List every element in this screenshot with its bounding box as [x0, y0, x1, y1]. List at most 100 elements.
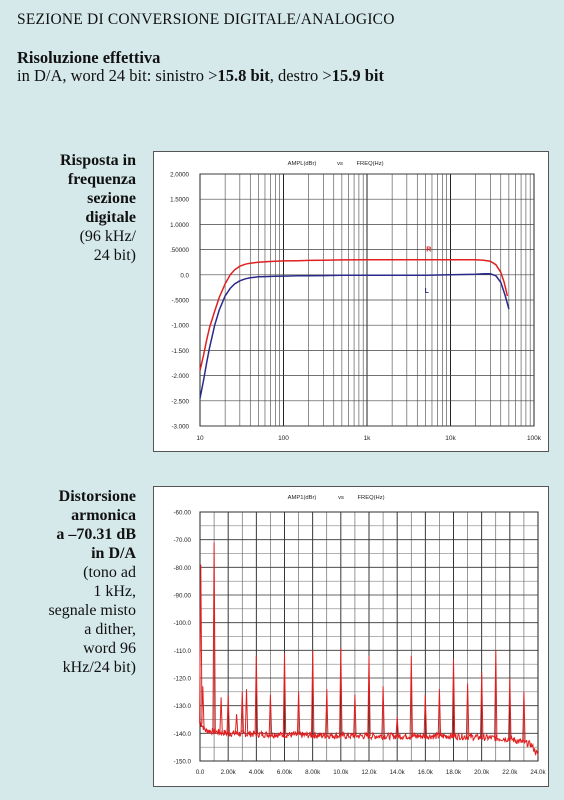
harmonic-peak	[508, 677, 512, 739]
x-tick-label: 1k	[364, 435, 372, 442]
y-tick-label: -2.500	[171, 398, 189, 405]
x-tick-label: 12.0k	[361, 769, 377, 776]
series-label-L: L	[425, 288, 430, 295]
caption-line: word 96	[83, 640, 136, 657]
harmonic-peak	[219, 697, 223, 733]
x-tick-label: 8.00k	[305, 769, 321, 776]
y-tick-label: -60.00	[173, 510, 191, 517]
noise-floor-line	[199, 721, 539, 757]
y-tick-label: -110.0	[174, 648, 192, 655]
resolution-title: Risoluzione effettiva	[17, 48, 161, 67]
resolution-text: in D/A, word 24 bit: sinistro >15.8 bit,…	[17, 66, 384, 86]
caption-harmonic-distortion: Distorsione armonica a –70.31 dB in D/A …	[15, 487, 136, 677]
section-title: SEZIONE DI CONVERSIONE DIGITALE/ANALOGIC…	[17, 11, 395, 28]
resolution-prefix: in D/A, word 24 bit: sinistro >	[17, 66, 218, 85]
x-tick-label: 10k	[445, 435, 456, 442]
y-tick-label: -80.00	[173, 565, 191, 572]
series-label-R: R	[426, 247, 431, 254]
harmonic-peak	[339, 647, 343, 736]
harmonic-peak	[522, 691, 526, 743]
caption-line: frequenza	[67, 171, 136, 188]
y-tick-label: -90.00	[173, 593, 191, 600]
y-tick-label: -70.00	[173, 537, 191, 544]
harmonic-peak	[268, 694, 273, 735]
harmonic-peak	[423, 694, 427, 737]
x-tick-label: 2.00k	[221, 769, 237, 776]
x-tick-label: 20.0k	[474, 769, 490, 776]
x-tick-label: 6.00k	[277, 769, 293, 776]
x-tick-label: 16.0k	[418, 769, 434, 776]
harmonic-peak	[381, 686, 385, 737]
series-line-R	[199, 258, 509, 371]
y-tick-label: 1.5000	[170, 197, 189, 204]
harmonic-peak	[226, 694, 230, 734]
chart-header-vs: vs	[337, 161, 343, 167]
harmonic-peak	[199, 564, 203, 724]
chart-header-x-label: FREQ(Hz)	[357, 495, 384, 501]
harmonic-peak	[254, 655, 258, 735]
caption-line: segnale misto	[48, 602, 136, 619]
harmonic-peak	[367, 655, 371, 737]
harmonic-peak	[325, 689, 329, 736]
y-tick-label: -.5000	[171, 298, 189, 305]
x-tick-label: 100	[278, 435, 289, 442]
harmonic-peak	[494, 650, 498, 739]
y-tick-label: -140.0	[173, 731, 191, 738]
harmonic-peak	[311, 650, 315, 736]
y-tick-label: -2.000	[171, 373, 189, 380]
harmonic-peak	[282, 653, 287, 735]
x-tick-label: 0.0	[196, 769, 205, 776]
resolution-middle: , destro >	[269, 66, 332, 85]
y-tick-label: -100.0	[173, 620, 191, 627]
x-tick-label: 10	[196, 435, 204, 442]
caption-line: Distorsione	[58, 488, 136, 505]
x-tick-label: 100k	[527, 435, 542, 442]
y-tick-label: .50000	[170, 247, 189, 254]
y-tick-label: 1.0000	[170, 222, 189, 229]
harmonic-peak	[409, 655, 413, 737]
x-tick-label: 14.0k	[390, 769, 406, 776]
chart-header-y-label: AMPL(dBr)	[288, 161, 317, 167]
y-tick-label: -130.0	[173, 703, 191, 710]
left-bits: 15.8 bit	[217, 66, 270, 85]
caption-line: in D/A	[91, 545, 136, 562]
x-tick-label: 22.0k	[502, 769, 518, 776]
harmonic-peak	[451, 658, 456, 737]
chart-header-y-label: AMP1(dBr)	[288, 495, 317, 501]
chart-header-vs: vs	[338, 495, 344, 501]
y-tick-label: -120.0	[173, 676, 191, 683]
harmonic-peak	[234, 713, 239, 734]
caption-line: sezione	[87, 190, 136, 207]
caption-line: 1 kHz,	[93, 583, 136, 600]
caption-line: a –70.31 dB	[56, 526, 136, 543]
y-tick-label: 0.0	[180, 272, 189, 279]
harmonic-peak	[395, 716, 399, 737]
chart-header-x-label: FREQ(Hz)	[356, 161, 383, 167]
harmonic-distortion-plot: -60.00 -70.00 -80.00 -90.00 -100.0 -110.0 -120…	[173, 495, 546, 776]
y-tick-label: -1.500	[171, 348, 189, 355]
x-tick-label: 18.0k	[446, 769, 462, 776]
frequency-response-chart: 2.0000 1.5000 1.0000 .50000 0.0 -.5000 -1.000 -…	[153, 151, 549, 452]
harmonic-peak	[240, 691, 244, 734]
caption-line: (96 kHz/	[79, 228, 136, 245]
caption-frequency-response: Risposta in frequenza sezione digitale (…	[15, 151, 136, 265]
harmonic-peak	[201, 686, 205, 727]
frequency-response-plot: 2.0000 1.5000 1.0000 .50000 0.0 -.5000 -1.000 -…	[170, 161, 542, 442]
y-tick-label: -150.0	[173, 759, 191, 766]
harmonic-peak	[212, 542, 216, 732]
harmonic-peak	[244, 689, 249, 734]
harmonic-peak	[465, 683, 470, 737]
harmonic-peak	[437, 689, 442, 737]
harmonic-peak	[296, 691, 301, 735]
y-tick-label: -3.000	[171, 424, 189, 431]
caption-line: Risposta in	[59, 152, 136, 169]
caption-line: kHz/24 bit)	[62, 659, 136, 676]
y-tick-label: 2.0000	[170, 172, 189, 179]
y-tick-label: -1.000	[171, 323, 189, 330]
caption-line: (tono ad	[83, 564, 136, 581]
harmonic-distortion-chart: -60.00 -70.00 -80.00 -90.00 -100.0 -110.0 -120…	[153, 486, 549, 787]
harmonic-peak	[353, 694, 357, 736]
x-tick-label: 4.00k	[249, 769, 265, 776]
caption-line: armonica	[71, 507, 136, 524]
x-tick-label: 10.0k	[333, 769, 349, 776]
